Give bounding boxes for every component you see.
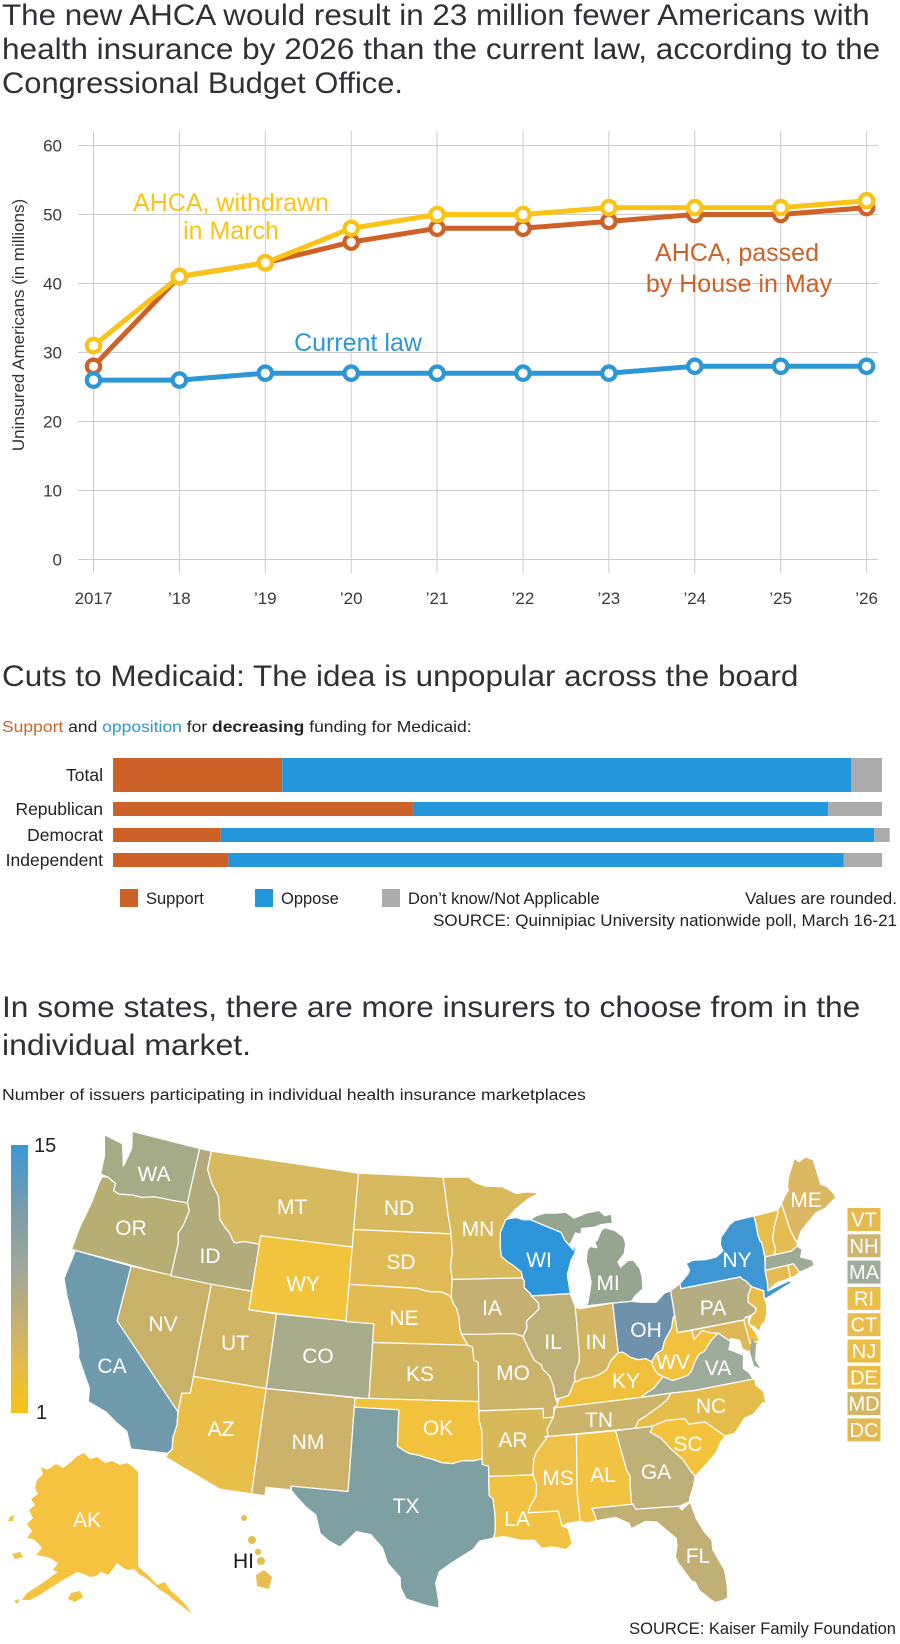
- svg-text:AZ: AZ: [208, 1418, 235, 1441]
- svg-text:LA: LA: [504, 1508, 530, 1531]
- svg-text:AL: AL: [590, 1464, 616, 1487]
- svg-text:WI: WI: [526, 1249, 552, 1272]
- svg-text:MO: MO: [496, 1362, 530, 1385]
- svg-text:Uninsured Americans (in millio: Uninsured Americans (in millions): [9, 199, 28, 451]
- svg-text:NJ: NJ: [852, 1341, 876, 1363]
- svg-text:IN: IN: [586, 1331, 607, 1354]
- svg-text:WV: WV: [656, 1351, 690, 1374]
- svg-text:DE: DE: [850, 1367, 878, 1389]
- svg-text:IL: IL: [544, 1331, 562, 1354]
- svg-text:30: 30: [43, 344, 62, 363]
- svg-text:FL: FL: [686, 1545, 711, 1568]
- svg-text:’24: ’24: [683, 589, 706, 608]
- svg-text:60: 60: [43, 137, 62, 156]
- svg-text:AHCA, passed: AHCA, passed: [655, 239, 819, 267]
- svg-text:’19: ’19: [254, 589, 277, 608]
- svg-text:by House in May: by House in May: [646, 270, 833, 298]
- svg-text:Total: Total: [66, 765, 103, 785]
- svg-text:CO: CO: [302, 1345, 334, 1368]
- svg-text:DC: DC: [850, 1420, 879, 1442]
- svg-text:ID: ID: [200, 1245, 221, 1268]
- svg-text:MT: MT: [277, 1196, 307, 1219]
- svg-text:NC: NC: [696, 1395, 726, 1418]
- svg-text:40: 40: [43, 275, 62, 294]
- svg-text:SC: SC: [673, 1433, 702, 1456]
- svg-text:’21: ’21: [426, 589, 449, 608]
- svg-text:1: 1: [36, 1402, 47, 1424]
- svg-text:Current law: Current law: [294, 329, 423, 357]
- svg-text:CT: CT: [851, 1315, 878, 1337]
- svg-text:0: 0: [53, 551, 62, 570]
- svg-text:Don’t know/Not Applicable: Don’t know/Not Applicable: [408, 890, 600, 908]
- svg-text:RI: RI: [854, 1288, 874, 1310]
- svg-text:Support: Support: [146, 890, 204, 908]
- svg-text:WA: WA: [137, 1163, 170, 1186]
- svg-text:Independent: Independent: [6, 850, 103, 870]
- svg-text:’18: ’18: [168, 589, 191, 608]
- svg-text:NV: NV: [148, 1313, 177, 1336]
- svg-text:ND: ND: [384, 1197, 414, 1220]
- svg-text:2017: 2017: [75, 589, 113, 608]
- svg-text:MI: MI: [596, 1272, 619, 1295]
- svg-text:OR: OR: [115, 1217, 147, 1240]
- svg-text:MD: MD: [848, 1394, 879, 1416]
- svg-text:NM: NM: [292, 1431, 325, 1454]
- svg-text:’23: ’23: [598, 589, 621, 608]
- svg-text:20: 20: [43, 413, 62, 432]
- svg-text:’20: ’20: [340, 589, 363, 608]
- svg-text:KS: KS: [406, 1363, 434, 1386]
- svg-text:AR: AR: [498, 1429, 527, 1452]
- svg-text:NH: NH: [850, 1236, 879, 1258]
- svg-text:TN: TN: [585, 1409, 613, 1432]
- svg-text:’26: ’26: [855, 589, 878, 608]
- svg-text:NE: NE: [389, 1307, 418, 1330]
- svg-text:SOURCE: Quinnipiac University: SOURCE: Quinnipiac University nationwide…: [433, 911, 897, 930]
- svg-text:Democrat: Democrat: [27, 825, 103, 845]
- svg-text:Oppose: Oppose: [281, 890, 339, 908]
- svg-text:MS: MS: [542, 1467, 574, 1490]
- svg-text:OH: OH: [630, 1319, 662, 1342]
- svg-text:SD: SD: [386, 1251, 415, 1274]
- svg-text:PA: PA: [700, 1297, 726, 1320]
- svg-text:15: 15: [34, 1135, 56, 1157]
- svg-text:HI: HI: [233, 1550, 254, 1573]
- svg-text:Republican: Republican: [15, 799, 103, 819]
- svg-text:10: 10: [43, 482, 62, 501]
- svg-text:IA: IA: [482, 1297, 502, 1320]
- svg-text:WY: WY: [286, 1273, 320, 1296]
- svg-text:OK: OK: [423, 1417, 453, 1440]
- svg-text:MN: MN: [462, 1218, 495, 1241]
- svg-text:VT: VT: [851, 1210, 877, 1232]
- svg-text:in March: in March: [183, 217, 279, 245]
- svg-text:ME: ME: [790, 1189, 822, 1212]
- svg-text:AK: AK: [73, 1509, 101, 1532]
- svg-text:50: 50: [43, 206, 62, 225]
- svg-text:SOURCE: Kaiser Family Foundati: SOURCE: Kaiser Family Foundation: [629, 1620, 896, 1638]
- svg-text:’25: ’25: [769, 589, 792, 608]
- svg-text:UT: UT: [221, 1332, 249, 1355]
- svg-text:TX: TX: [393, 1495, 420, 1518]
- svg-text:GA: GA: [641, 1461, 671, 1484]
- svg-text:’22: ’22: [512, 589, 535, 608]
- svg-text:Values are rounded.: Values are rounded.: [745, 889, 897, 908]
- svg-text:CA: CA: [97, 1355, 126, 1378]
- svg-text:VA: VA: [705, 1357, 731, 1380]
- svg-text:KY: KY: [612, 1370, 640, 1393]
- svg-text:MA: MA: [849, 1262, 880, 1284]
- svg-text:AHCA, withdrawn: AHCA, withdrawn: [133, 189, 329, 217]
- svg-text:NY: NY: [722, 1249, 751, 1272]
